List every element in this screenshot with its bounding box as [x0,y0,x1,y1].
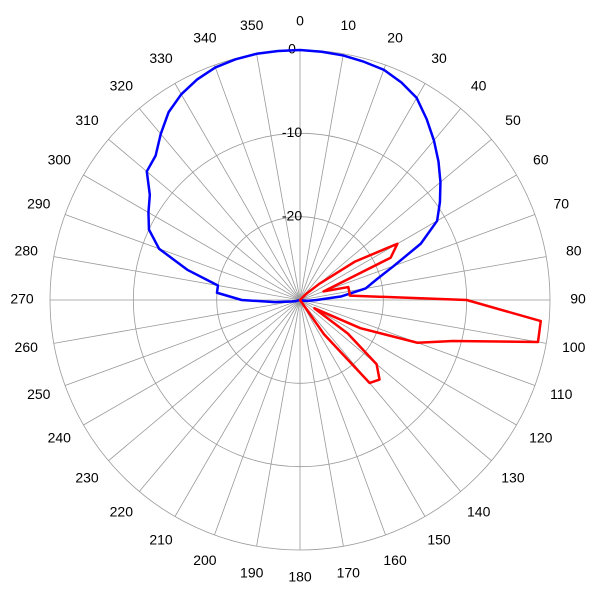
r-tick-label: -10 [282,124,302,140]
angle-label: 220 [110,504,134,520]
angle-label: 120 [529,430,553,446]
spoke [174,299,301,517]
angle-label: 100 [562,339,586,355]
angle-label: 30 [431,50,447,66]
angle-label: 300 [48,152,72,168]
spoke [299,299,547,344]
angle-label: 240 [48,430,72,446]
angle-label: 20 [387,29,403,45]
spoke [299,299,462,492]
angle-label: 320 [110,78,134,94]
spoke [299,138,492,301]
ring [216,216,384,384]
spoke [108,299,301,462]
r-tick-label: -20 [282,207,302,223]
angle-label: 160 [383,552,407,568]
pattern-line [145,48,442,304]
spoke [53,256,301,301]
angle-label: 330 [149,50,173,66]
angle-label: 280 [15,242,39,258]
spoke [299,299,344,547]
spoke [83,299,301,426]
spoke [299,53,344,301]
angle-label: 60 [533,152,549,168]
spoke [299,64,386,301]
spoke [174,83,301,301]
spoke [214,299,301,536]
spoke [64,214,301,301]
angle-label: 80 [566,242,582,258]
spoke [299,214,536,301]
angle-label: 260 [15,339,39,355]
angle-label: 130 [501,469,525,485]
spoke [299,299,517,426]
spoke [299,174,517,301]
angle-label: 0 [296,13,304,29]
angle-label: 350 [240,17,264,33]
angle-label: 290 [27,196,51,212]
angle-label: 310 [75,112,99,128]
spoke [299,299,426,517]
spoke [299,83,426,301]
spoke [299,256,547,301]
angle-label: 230 [75,469,99,485]
angle-label: 170 [337,564,361,580]
angle-label: 90 [570,291,586,307]
r-tick-label: 0 [288,41,296,57]
spoke [214,64,301,301]
angle-label: 70 [553,196,569,212]
angle-label: 150 [427,531,451,547]
angle-label: 190 [240,564,264,580]
angle-label: 180 [288,569,312,585]
angle-label: 10 [340,17,356,33]
angle-label: 110 [550,386,573,402]
spoke [256,53,301,301]
angle-label: 210 [149,531,173,547]
spoke [83,174,301,301]
angle-label: 270 [10,291,34,307]
angle-label: 340 [193,29,217,45]
angle-label: 140 [467,504,491,520]
spoke [256,299,301,547]
spoke [64,299,301,386]
spoke [299,299,386,536]
angle-label: 40 [471,78,487,94]
angle-label: 50 [505,112,521,128]
spoke [299,299,492,462]
spoke [53,299,301,344]
pattern-line [298,242,542,385]
angle-label: 250 [27,386,51,402]
spoke [138,299,301,492]
spoke [138,108,301,301]
spoke [108,138,301,301]
angle-label: 200 [193,552,217,568]
